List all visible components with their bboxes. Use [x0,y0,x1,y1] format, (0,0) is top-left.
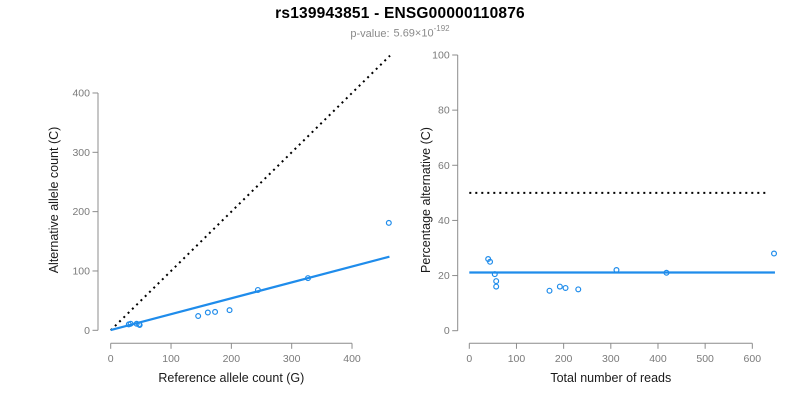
percentage-alternative-x-tick-label: 0 [466,353,472,365]
percentage-alternative-data-point [493,278,500,285]
percentage-alternative-data-point [562,284,569,291]
percentage-alternative-y-tick-label: 40 [438,215,450,227]
percentage-alternative-data-point [493,283,500,290]
allele-counts-x-tick-label: 200 [223,353,241,365]
pvalue-exponent: -192 [433,24,450,33]
percentage-alternative-data-point [771,250,778,257]
allele-counts-data-point [304,275,311,282]
allele-counts-data-point [226,307,233,314]
percentage-alternative-x-tick-label: 200 [555,353,573,365]
percentage-alternative-x-tick-label: 300 [602,353,620,365]
percentage-alternative-y-tick-label: 20 [438,270,450,282]
percentage-alternative-data-point [491,271,498,278]
allele-counts-data-point [204,309,211,316]
identity-line [109,54,391,332]
allele-counts-y-tick-label: 400 [72,87,90,99]
percentage-alternative-y-tick-label: 80 [438,105,450,117]
percentage-alternative-data-point [546,287,553,294]
percentage-alternative-data-point [663,269,670,276]
allele-counts-x-tick-label: 400 [343,353,361,365]
percentage-alternative-x-tick-label: 400 [649,353,667,365]
percentage-alternative-y-tick-label: 100 [432,50,450,62]
allele-counts-y-tick-label: 100 [72,265,90,277]
percentage-alternative-data-point [613,267,620,274]
allele-counts-x-tick-label: 100 [162,353,180,365]
allele-counts-x-tick-label: 300 [283,353,301,365]
allele-counts-y-axis-title: Alternative allele count (C) [47,127,61,274]
allele-counts-y-tick-label: 200 [72,206,90,218]
regression-line [110,255,390,332]
allele-counts-x-axis-title: Reference allele count (G) [158,371,304,385]
allele-counts-data-point [133,320,140,327]
percentage-alternative-x-tick-label: 100 [508,353,526,365]
allele-counts-y-tick-label: 300 [72,147,90,159]
allele-counts-data-point [254,286,261,293]
plot-title: rs139943851 - ENSG00000110876 [275,5,525,22]
allele-counts-data-point [127,320,134,327]
allele-counts-x-tick-label: 0 [108,353,114,365]
percentage-alternative-y-tick-label: 0 [444,325,450,337]
allele-counts-data-point [212,308,219,315]
allele-counts-data-point [136,321,143,328]
percentage-alternative-data-point [575,286,582,293]
allele-counts-y-tick-label: 0 [84,325,90,337]
percentage-alternative-data-point [487,258,494,265]
percentage-alternative-y-tick-label: 60 [438,160,450,172]
percentage-alternative-x-tick-label: 600 [744,353,762,365]
percentage-alternative-y-axis-title: Percentage alternative (C) [419,127,433,273]
percentage-alternative-x-axis-title: Total number of reads [550,371,671,385]
allele-counts-data-point [385,219,392,226]
pvalue-subtitle: p-value: 5.69×10-192 [0,24,800,40]
percentage-alternative-data-point [556,283,563,290]
pvalue-value: 5.69×10 [393,27,434,40]
percentage-alternative-x-tick-label: 500 [696,353,714,365]
allele-counts-data-point [195,313,202,320]
pvalue-label: p-value: [350,27,390,40]
